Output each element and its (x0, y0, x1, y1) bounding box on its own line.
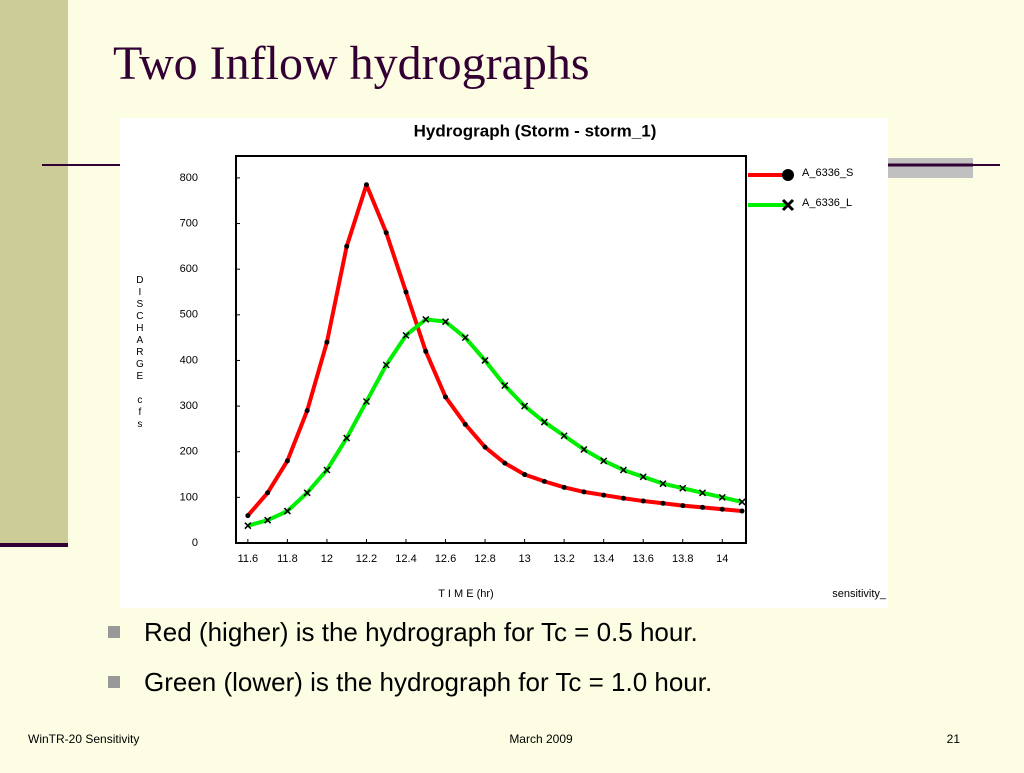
point-marker (680, 503, 686, 509)
point-marker (403, 289, 409, 295)
y-tick-label: 800 (180, 172, 198, 184)
point-marker (640, 498, 646, 504)
point-marker (481, 356, 489, 364)
point-marker (601, 492, 607, 498)
footer-right: 21 (947, 732, 961, 746)
legend-marker (782, 169, 794, 181)
point-marker (619, 466, 627, 474)
x-axis-label: T I M E (hr) (438, 588, 493, 600)
point-marker (561, 484, 567, 490)
point-marker (620, 495, 626, 501)
point-marker (363, 182, 369, 188)
point-marker (600, 457, 608, 465)
point-marker (718, 493, 726, 501)
point-marker (362, 397, 370, 406)
point-marker (244, 522, 252, 530)
point-marker (443, 394, 449, 400)
corner-note: sensitivity_ (832, 588, 887, 600)
rule-band (888, 158, 973, 178)
point-marker (323, 466, 331, 474)
y-axis-label: DISCHARGE cfs (134, 275, 145, 431)
series-line (247, 317, 743, 528)
y-tick-label: 300 (180, 400, 198, 412)
x-tick-label: 12.6 (435, 553, 456, 565)
x-tick-label: 13.6 (632, 553, 653, 565)
point-marker (284, 458, 290, 464)
point-marker (739, 508, 745, 514)
y-tick-label: 600 (180, 263, 198, 275)
x-tick-label: 13.4 (593, 553, 614, 565)
bullet: Green (lower) is the hydrograph for Tc =… (144, 667, 712, 697)
point-marker (245, 513, 251, 519)
x-tick-label: 12.4 (395, 553, 416, 565)
point-marker (265, 490, 271, 496)
point-marker (303, 489, 311, 497)
point-marker (698, 489, 707, 497)
bullet: Red (higher) is the hydrograph for Tc = … (144, 617, 698, 647)
point-marker (580, 445, 588, 453)
y-tick-label: 0 (192, 537, 198, 549)
x-tick-label: 12.8 (474, 553, 495, 565)
point-marker (679, 484, 687, 492)
y-tick-label: 400 (180, 354, 198, 366)
point-marker (719, 506, 725, 512)
point-marker (283, 507, 291, 515)
point-marker (264, 516, 272, 524)
point-marker (540, 418, 548, 426)
x-tick-label: 14 (716, 553, 728, 565)
x-tick-label: 12.2 (356, 553, 377, 565)
legend-label: A_6336_S (802, 167, 853, 179)
legend-label: A_6336_L (802, 197, 852, 209)
point-marker (462, 421, 468, 427)
x-tick-label: 11.8 (277, 553, 298, 565)
y-tick-label: 700 (180, 217, 198, 229)
point-marker (521, 402, 529, 410)
point-marker (402, 331, 410, 339)
point-marker (581, 489, 587, 495)
point-marker (501, 382, 509, 390)
point-marker (442, 318, 450, 326)
point-marker (738, 498, 746, 506)
point-marker (700, 504, 706, 510)
point-marker (659, 480, 667, 488)
point-marker (382, 361, 390, 369)
chart-title: Hydrograph (Storm - storm_1) (414, 121, 657, 140)
point-marker (560, 432, 568, 440)
point-marker (541, 478, 547, 484)
x-tick-label: 12 (321, 553, 333, 565)
point-marker (344, 243, 350, 249)
point-marker (422, 315, 430, 323)
point-marker (423, 348, 429, 354)
series-line (246, 182, 743, 517)
y-tick-label: 500 (180, 309, 198, 321)
point-marker (502, 460, 508, 466)
footer-center: March 2009 (509, 732, 573, 746)
point-marker (461, 334, 469, 342)
point-marker (522, 472, 528, 478)
side-bar (0, 0, 68, 545)
point-marker (639, 473, 647, 481)
slide-title: Two Inflow hydrographs (113, 37, 590, 90)
point-marker (324, 339, 330, 345)
x-tick-label: 13 (518, 553, 530, 565)
point-marker (304, 408, 310, 414)
y-tick-label: 200 (180, 446, 198, 458)
x-tick-label: 13.8 (672, 553, 693, 565)
point-marker (482, 444, 488, 450)
point-marker (343, 434, 351, 442)
y-tick-label: 100 (180, 491, 198, 503)
bullet-marker (108, 676, 120, 688)
legend-marker (781, 198, 795, 212)
point-marker (383, 230, 389, 236)
x-tick-label: 13.2 (553, 553, 574, 565)
bullet-marker (108, 626, 120, 638)
footer-left: WinTR-20 Sensitivity (28, 732, 139, 746)
plot-frame (235, 155, 747, 544)
x-tick-label: 11.6 (238, 553, 259, 565)
point-marker (660, 500, 666, 506)
